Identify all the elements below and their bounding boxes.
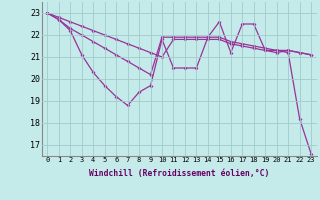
X-axis label: Windchill (Refroidissement éolien,°C): Windchill (Refroidissement éolien,°C) bbox=[89, 169, 269, 178]
